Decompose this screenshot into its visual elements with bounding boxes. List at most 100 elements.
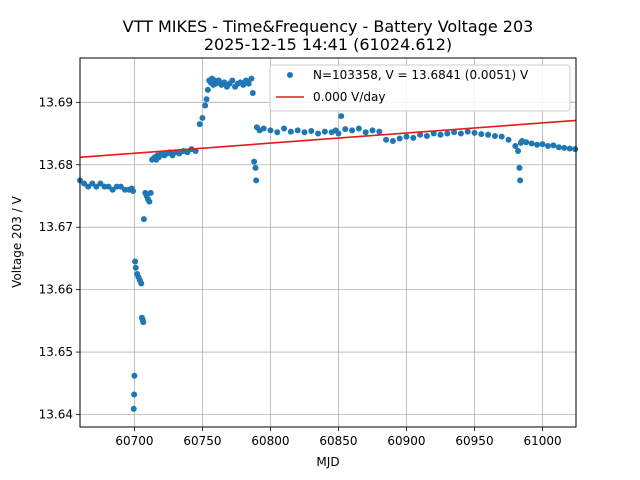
x-tick-label: 60700	[115, 434, 153, 448]
fit-line	[79, 119, 577, 159]
data-point	[93, 183, 100, 190]
data-point	[294, 127, 301, 134]
x-tick-label: 60800	[251, 434, 289, 448]
legend: N=103358, V = 13.6841 (0.0051) V 0.000 V…	[269, 64, 571, 112]
data-point	[229, 77, 236, 84]
y-axis-label: Voltage 203 / V	[10, 195, 24, 287]
data-point	[451, 129, 458, 136]
data-point	[321, 128, 328, 135]
data-point	[523, 139, 530, 146]
data-point	[335, 130, 342, 137]
data-point	[539, 141, 546, 148]
data-point	[281, 125, 288, 132]
data-point	[410, 134, 417, 141]
y-tick-label: 13.68	[39, 158, 73, 172]
legend-label-line: 0.000 V/day	[313, 90, 386, 104]
data-point	[362, 129, 369, 136]
voltage-series-points	[77, 75, 579, 412]
data-point	[287, 128, 294, 135]
data-point	[437, 131, 444, 138]
data-point	[396, 135, 403, 142]
legend-marker-points	[287, 72, 293, 78]
data-point	[555, 144, 562, 151]
data-point	[505, 136, 512, 143]
data-point	[215, 77, 222, 84]
data-point	[338, 113, 345, 120]
data-point	[457, 130, 464, 137]
data-point	[140, 216, 147, 223]
data-point	[267, 127, 274, 134]
data-point	[130, 405, 137, 412]
data-point	[240, 81, 247, 88]
data-point	[138, 280, 145, 287]
data-point	[444, 130, 451, 137]
data-point	[464, 128, 471, 135]
data-point	[389, 138, 396, 145]
fit-line-layer	[79, 119, 577, 159]
legend-box	[269, 64, 571, 112]
data-point	[131, 391, 138, 398]
x-tick-label: 60900	[387, 434, 425, 448]
data-point	[544, 143, 551, 150]
data-point	[89, 180, 96, 187]
data-point	[516, 164, 523, 171]
data-point	[485, 131, 492, 138]
data-point	[252, 164, 259, 171]
x-axis-label: MJD	[316, 455, 339, 469]
data-point	[146, 198, 153, 205]
data-point	[376, 128, 383, 135]
data-point	[97, 180, 104, 187]
x-tick-label: 60850	[319, 434, 357, 448]
data-point	[498, 133, 505, 140]
data-point	[202, 102, 209, 109]
data-point	[550, 142, 557, 149]
data-point	[184, 149, 191, 156]
data-point	[355, 125, 362, 132]
data-point	[369, 127, 376, 134]
y-axis-ticks: 13.64 13.65 13.66 13.67 13.68 13.69	[39, 95, 80, 422]
data-point	[251, 158, 258, 165]
plot-area	[77, 75, 579, 412]
data-point	[85, 183, 92, 190]
data-point	[491, 133, 498, 140]
y-tick-label: 13.67	[39, 220, 73, 234]
data-point	[515, 148, 522, 155]
data-point	[248, 75, 255, 82]
data-point	[301, 129, 308, 136]
data-point	[203, 96, 210, 103]
data-point	[132, 258, 139, 265]
data-point	[130, 187, 137, 194]
data-point	[430, 130, 437, 137]
data-point	[517, 177, 524, 184]
data-point	[117, 183, 124, 190]
data-point	[528, 140, 535, 147]
data-point	[383, 136, 390, 143]
data-point	[245, 80, 252, 87]
data-point	[132, 264, 139, 271]
data-point	[471, 129, 478, 136]
plot-frame	[79, 57, 577, 428]
x-tick-label: 60950	[455, 434, 493, 448]
x-tick-label: 61000	[523, 434, 561, 448]
data-point	[204, 86, 211, 93]
chart-subtitle: 2025-12-15 14:41 (61024.612)	[204, 35, 452, 54]
data-point	[131, 372, 138, 379]
data-point	[561, 144, 568, 151]
data-point	[315, 130, 322, 137]
data-point	[109, 186, 116, 193]
data-point	[196, 121, 203, 128]
y-tick-label: 13.65	[39, 345, 73, 359]
data-point	[308, 128, 315, 135]
x-axis-ticks: 60700 60750 60800 60850 60900 60950 61000	[115, 427, 562, 448]
legend-label-points: N=103358, V = 13.6841 (0.0051) V	[313, 68, 529, 82]
y-tick-label: 13.69	[39, 95, 73, 109]
data-point	[147, 189, 154, 196]
y-tick-label: 13.64	[39, 408, 73, 422]
x-tick-label: 60750	[183, 434, 221, 448]
chart-title: VTT MIKES - Time&Frequency - Battery Vol…	[123, 17, 534, 36]
data-point	[105, 183, 112, 190]
data-point	[534, 141, 541, 148]
data-point	[417, 131, 424, 138]
data-point	[274, 129, 281, 136]
